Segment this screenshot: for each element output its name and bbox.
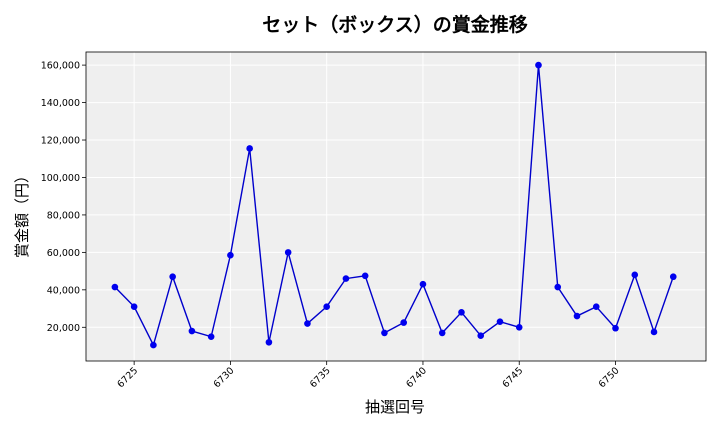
x-tick-label: 6745 — [500, 365, 525, 390]
data-point — [477, 332, 485, 340]
y-axis-label: 賞金額（円） — [13, 168, 31, 258]
data-point — [631, 271, 639, 279]
data-point — [169, 273, 176, 281]
data-point — [592, 303, 600, 310]
data-point — [496, 318, 504, 325]
data-point — [284, 249, 292, 256]
y-tick-label: 60,000 — [47, 248, 80, 259]
x-tick-label: 6750 — [597, 365, 622, 390]
x-tick-label: 6725 — [115, 365, 140, 390]
data-point — [265, 338, 273, 346]
data-point — [515, 323, 523, 331]
x-axis-label: 抽選回号 — [365, 398, 425, 416]
grid-lines — [86, 52, 706, 361]
plot-area — [86, 52, 706, 361]
data-point — [130, 303, 138, 310]
y-tick-label: 40,000 — [47, 285, 80, 296]
data-point — [227, 251, 234, 259]
data-point — [323, 303, 330, 310]
data-point — [419, 280, 427, 288]
data-point — [361, 272, 369, 280]
y-tick-label: 160,000 — [41, 61, 80, 72]
data-point — [246, 145, 253, 152]
data-point — [381, 329, 388, 337]
data-point — [400, 319, 408, 326]
y-tick-label: 100,000 — [41, 173, 80, 184]
x-tick-label: 6740 — [404, 365, 429, 390]
series-line — [111, 61, 677, 349]
data-point — [458, 309, 465, 316]
data-point — [188, 327, 196, 335]
y-tick-label: 120,000 — [41, 136, 80, 147]
plot-frame — [85, 51, 707, 362]
data-point — [150, 341, 157, 349]
y-tick-label: 20,000 — [47, 323, 80, 334]
data-point — [554, 283, 562, 291]
y-tick-label: 80,000 — [47, 210, 80, 221]
data-point — [650, 328, 658, 336]
series-polyline — [114, 65, 674, 348]
y-tick-label: 140,000 — [41, 98, 80, 109]
x-tick-label: 6735 — [308, 365, 333, 390]
data-point — [342, 275, 350, 282]
x-tick-label: 6730 — [212, 365, 237, 390]
data-point — [573, 312, 581, 320]
data-point — [111, 283, 119, 291]
data-point — [612, 324, 619, 332]
data-point — [304, 320, 311, 327]
data-point — [669, 273, 677, 281]
data-point — [438, 329, 446, 337]
data-point — [207, 333, 215, 340]
data-point — [535, 61, 542, 69]
chart-title: セット（ボックス）の賞金推移 — [262, 13, 527, 36]
